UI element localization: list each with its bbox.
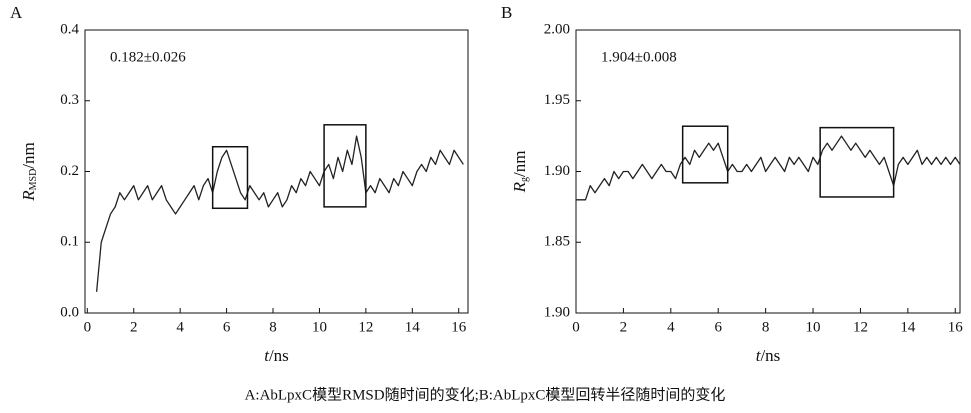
y-tick-label: 1.85 bbox=[544, 234, 570, 250]
plot-frame bbox=[575, 29, 961, 314]
y-label-main: R bbox=[19, 190, 38, 202]
y-label-sub: g bbox=[519, 177, 530, 182]
x-axis-label: t/ns bbox=[756, 346, 781, 365]
y-tick-label: 0.3 bbox=[60, 92, 79, 108]
x-tick-label: 16 bbox=[451, 319, 467, 335]
annotation: 0.182±0.026 bbox=[110, 49, 186, 65]
y-label-main: R bbox=[510, 181, 529, 193]
y-tick-label: 1.90 bbox=[544, 304, 570, 320]
y-tick-label: 1.90 bbox=[544, 163, 570, 179]
x-tick-label: 6 bbox=[714, 319, 722, 335]
y-tick-label: 0.4 bbox=[60, 21, 79, 37]
data-line bbox=[95, 135, 464, 292]
x-tick-label: 0 bbox=[572, 319, 580, 335]
caption: A:AbLpxC模型RMSD随时间的变化;B:AbLpxC模型回转半径随时间的变… bbox=[245, 386, 726, 403]
y-tick-label: 0.1 bbox=[60, 234, 79, 250]
x-label-main: t bbox=[756, 346, 762, 365]
x-tick-label: 14 bbox=[900, 319, 916, 335]
x-axis-label: t/ns bbox=[264, 346, 289, 365]
x-tick-label: 0 bbox=[84, 319, 92, 335]
y-label-unit: /nm bbox=[510, 151, 529, 177]
x-tick-label: 12 bbox=[853, 319, 868, 335]
y-tick-label: 1.95 bbox=[544, 92, 570, 108]
x-tick-label: 14 bbox=[405, 319, 421, 335]
x-tick-label: 8 bbox=[269, 319, 277, 335]
x-label-main: t bbox=[264, 346, 270, 365]
highlight-box bbox=[323, 124, 367, 208]
x-label-unit: /ns bbox=[269, 346, 289, 365]
y-tick-label: 0.0 bbox=[60, 304, 79, 320]
x-tick-label: 4 bbox=[176, 319, 184, 335]
highlight-box bbox=[819, 126, 895, 198]
y-tick-label: 0.2 bbox=[60, 163, 79, 179]
x-tick-label: 2 bbox=[620, 319, 628, 335]
x-tick-label: 4 bbox=[667, 319, 675, 335]
x-tick-label: 8 bbox=[762, 319, 770, 335]
x-tick-label: 10 bbox=[806, 319, 821, 335]
highlight-box bbox=[681, 125, 729, 184]
data-line bbox=[576, 135, 961, 201]
y-label-unit: /nm bbox=[19, 142, 38, 168]
panel-label: A bbox=[10, 3, 23, 22]
annotation: 1.904±0.008 bbox=[601, 49, 677, 65]
y-axis-label: RMSD/nm bbox=[19, 142, 39, 202]
y-tick-label: 2.00 bbox=[544, 21, 570, 37]
x-tick-label: 2 bbox=[130, 319, 138, 335]
x-label-unit: /ns bbox=[760, 346, 780, 365]
x-tick-label: 16 bbox=[948, 319, 964, 335]
y-label-sub: MSD bbox=[28, 169, 39, 191]
panel-label: B bbox=[501, 3, 512, 22]
x-tick-label: 12 bbox=[358, 319, 373, 335]
plot-frame bbox=[84, 29, 469, 314]
highlight-box bbox=[211, 145, 249, 210]
x-tick-label: 6 bbox=[223, 319, 231, 335]
x-tick-label: 10 bbox=[312, 319, 327, 335]
y-axis-label: Rg/nm bbox=[510, 151, 530, 194]
